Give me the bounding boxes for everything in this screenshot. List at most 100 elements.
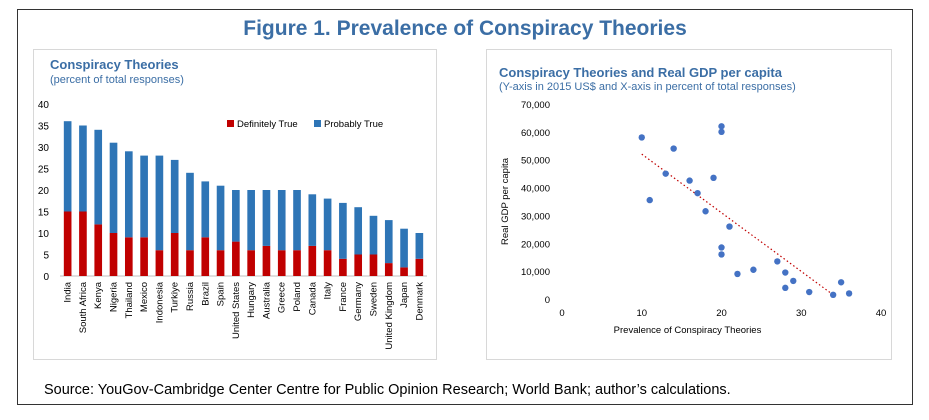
scatter-point: [782, 284, 789, 292]
bar-probably-true: [63, 121, 72, 212]
y-tick-label: 0: [545, 295, 550, 306]
bar-probably-true: [339, 202, 347, 259]
scatter-point: [774, 258, 781, 265]
x-tick-label: Greece: [277, 282, 288, 313]
x-tick-label: Canada: [307, 281, 318, 315]
scatter-point: [718, 128, 725, 136]
scatter-point: [638, 134, 645, 141]
bar-definitely-true: [247, 250, 255, 276]
bar-definitely-true: [277, 250, 286, 276]
scatter-point: [806, 288, 813, 296]
bar-definitely-true: [339, 258, 347, 276]
bar-definitely-true: [186, 250, 194, 276]
bar-definitely-true: [63, 211, 72, 276]
bar-chart-panel: Conspiracy Theories (percent of total re…: [33, 49, 437, 360]
bar-chart: 0 5 10 15 20 25 30 35 40 India South Africa Kenya Ni…: [38, 100, 427, 350]
x-tick-label: Spain: [216, 282, 227, 306]
figure-title: Figure 1. Prevalence of Conspiracy Theor…: [243, 17, 687, 40]
y-tick-label: 20,000: [521, 239, 550, 250]
y-tick-label: 10,000: [521, 267, 550, 278]
scatter-point: [646, 196, 653, 204]
bar-probably-true: [369, 215, 378, 255]
x-tick-label: Japan: [399, 282, 410, 308]
scatter-point: [829, 291, 837, 299]
bar-probably-true: [94, 129, 103, 225]
scatter-point: [750, 266, 757, 273]
x-tick-label: 40: [876, 308, 887, 319]
x-tick-label: Nigeria: [109, 281, 120, 312]
figure-frame: Figure 1. Prevalence of Conspiracy Theor…: [17, 9, 913, 405]
x-tick-label: Italy: [323, 282, 334, 300]
scatter-point: [694, 189, 701, 197]
x-tick-label: Russia: [185, 281, 196, 311]
y-tick-label: 40,000: [521, 184, 550, 195]
bar-probably-true: [323, 198, 332, 251]
y-tick-label: 30: [38, 143, 50, 154]
bar-probably-true: [140, 155, 148, 238]
x-tick-label: South Africa: [78, 281, 89, 333]
bar-definitely-true: [124, 237, 133, 276]
bar-probably-true: [247, 190, 255, 251]
scatter-point: [726, 223, 733, 230]
y-tick-label: 25: [38, 165, 50, 176]
x-tick-label: Mexico: [139, 282, 150, 312]
x-tick-label: Poland: [292, 282, 303, 312]
scatter-point: [686, 177, 693, 184]
bar-chart-subtitle: (percent of total responses): [50, 74, 184, 86]
bar-definitely-true: [94, 224, 103, 276]
x-tick-label: 20: [716, 308, 727, 319]
x-tick-label: Australia: [261, 281, 272, 319]
scatter-point: [718, 244, 725, 251]
bar-chart-title: Conspiracy Theories: [50, 57, 179, 72]
bar-probably-true: [400, 228, 408, 268]
bar-probably-true: [308, 194, 317, 246]
y-tick-label: 15: [38, 208, 50, 219]
bar-probably-true: [354, 207, 363, 255]
y-tick-label: 35: [38, 122, 50, 133]
bar-definitely-true: [109, 233, 118, 276]
bar-definitely-true: [232, 241, 240, 276]
source-note: Source: YouGov-Cambridge Center Centre f…: [44, 382, 731, 398]
bar-definitely-true: [79, 211, 87, 276]
bar-probably-true: [415, 233, 424, 259]
scatter-point: [702, 208, 709, 215]
bar-probably-true: [216, 185, 225, 251]
x-tick-label: Indonesia: [154, 281, 165, 323]
bar-definitely-true: [201, 237, 210, 276]
bar-probably-true: [79, 125, 87, 212]
y-tick-label: 40: [38, 100, 50, 111]
bar-definitely-true: [323, 250, 332, 276]
bar-probably-true: [124, 151, 133, 238]
y-tick-label: 0: [43, 272, 49, 283]
bar-probably-true: [293, 190, 301, 251]
bar-probably-true: [170, 159, 179, 233]
x-tick-label: Denmark: [414, 282, 425, 321]
bar-probably-true: [201, 181, 210, 238]
bar-definitely-true: [262, 245, 271, 276]
scatter-point: [718, 251, 725, 258]
x-axis-label: Prevalence of Conspiracy Theories: [614, 325, 762, 336]
x-tick-label: India: [63, 281, 74, 302]
bar-probably-true: [262, 190, 271, 246]
x-tick-label: United Kingdom: [384, 282, 395, 350]
bar-definitely-true: [293, 250, 301, 276]
scatter-chart-title: Conspiracy Theories and Real GDP per cap…: [499, 65, 782, 80]
scatter-chart: 0 10,000 20,000 30,000 40,000 50,000 60,000 70,…: [500, 100, 887, 336]
x-tick-label: France: [338, 282, 349, 312]
x-tick-label: 30: [796, 308, 807, 319]
scatter-chart-panel: Conspiracy Theories and Real GDP per cap…: [486, 49, 892, 360]
bar-definitely-true: [308, 245, 317, 276]
scatter-point: [662, 170, 669, 177]
x-tick-label: Thailand: [124, 282, 135, 318]
scatter-point: [837, 279, 845, 286]
bar-definitely-true: [354, 254, 363, 276]
legend-label: Definitely True: [237, 119, 298, 130]
x-tick-label: Germany: [353, 282, 364, 321]
x-tick-label: United States: [231, 282, 242, 339]
scatter-point: [670, 145, 677, 152]
scatter-point: [790, 277, 797, 285]
bar-definitely-true: [415, 258, 424, 276]
bar-probably-true: [277, 190, 286, 251]
y-tick-label: 10: [38, 229, 50, 240]
legend-swatch: [314, 120, 321, 127]
